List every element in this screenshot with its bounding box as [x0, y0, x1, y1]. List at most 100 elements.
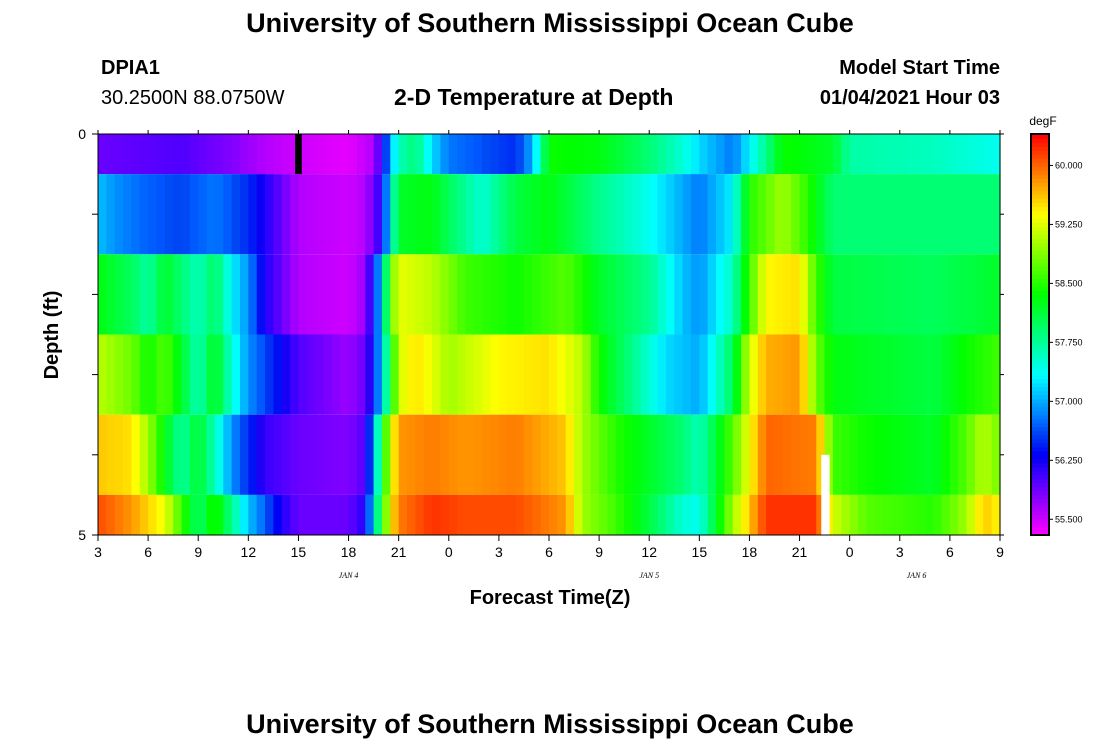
colorbar-segment: [1031, 246, 1049, 251]
heatmap-cell: [432, 494, 442, 535]
heatmap-cell: [164, 334, 174, 415]
heatmap-cell: [407, 254, 416, 335]
colorbar-segment: [1031, 402, 1049, 408]
colorbar-segment: [1031, 310, 1049, 316]
heatmap-cell: [265, 134, 274, 175]
heatmap-cell: [465, 334, 475, 415]
heatmap-cell: [315, 494, 325, 535]
heatmap-cell: [398, 334, 408, 415]
x-tick-label: 3: [896, 544, 904, 560]
colorbar-segment: [1031, 446, 1049, 452]
heatmap-cell: [365, 174, 375, 255]
colorbar-segment: [1031, 498, 1049, 504]
heatmap-cell: [941, 174, 951, 255]
heatmap-cell: [139, 254, 149, 335]
heatmap-cell: [933, 334, 943, 415]
colorbar: 55.500 56.250 57.000 57.750 58.500 59.250 60.0…: [1030, 133, 1083, 536]
heatmap-cell: [665, 334, 675, 415]
heatmap-cell: [849, 334, 859, 415]
heatmap-cell: [189, 254, 199, 335]
heatmap-cell: [239, 174, 249, 255]
y-axis-ticks: 05: [78, 126, 1004, 543]
heatmap-cell: [248, 174, 258, 255]
heatmap-cell: [791, 334, 801, 415]
heatmap-cell: [315, 414, 325, 495]
heatmap-cell: [866, 174, 876, 255]
heatmap-cell: [874, 174, 884, 255]
heatmap-cell: [883, 254, 893, 335]
colorbar-segment: [1031, 506, 1049, 512]
heatmap-cell: [640, 414, 650, 495]
colorbar-segment: [1031, 314, 1049, 320]
heatmap-cell: [899, 254, 909, 335]
heatmap-cell: [858, 334, 867, 415]
heatmap-cell: [757, 414, 767, 495]
heatmap-cell: [816, 174, 826, 255]
heatmap-cell: [457, 414, 467, 495]
heatmap-cell: [841, 414, 851, 495]
heatmap-cell: [774, 494, 784, 535]
heatmap-cell: [649, 254, 659, 335]
heatmap-cell: [181, 174, 191, 255]
heatmap-cell: [983, 414, 993, 495]
heatmap-cell: [991, 334, 1001, 415]
heatmap-cell: [256, 174, 266, 255]
heatmap-cell: [766, 174, 776, 255]
heatmap-cell: [582, 494, 592, 535]
heatmap-cell: [599, 134, 609, 175]
x-tick-label: 15: [291, 544, 307, 560]
heatmap-cell: [949, 414, 959, 495]
heatmap-cell: [490, 414, 500, 495]
heatmap-cell: [407, 174, 416, 255]
heatmap-cell: [590, 134, 600, 175]
colorbar-segment: [1031, 306, 1049, 312]
heatmap-cell: [590, 494, 600, 535]
heatmap-cell: [824, 334, 834, 415]
heatmap-cell: [198, 334, 208, 415]
heatmap-cell: [849, 174, 859, 255]
heatmap-cell: [624, 494, 634, 535]
heatmap-cell: [365, 134, 375, 175]
heatmap-cell: [373, 494, 383, 535]
heatmap-cell: [281, 414, 291, 495]
heatmap-cell: [724, 254, 734, 335]
heatmap-cell: [273, 414, 283, 495]
colorbar-segment: [1031, 414, 1049, 420]
heatmap-cell: [331, 174, 341, 255]
colorbar-segment: [1031, 454, 1049, 460]
heatmap-cell: [457, 254, 467, 335]
heatmap-cell: [365, 254, 375, 335]
heatmap-cell: [874, 254, 884, 335]
heatmap-cell: [690, 254, 700, 335]
heatmap-cell: [958, 254, 968, 335]
heatmap-cell: [298, 414, 308, 495]
heatmap-cell: [265, 334, 274, 415]
heatmap-cell: [298, 254, 308, 335]
heatmap-cell: [841, 334, 851, 415]
colorbar-segment: [1031, 438, 1049, 444]
heatmap-cell: [807, 494, 817, 535]
heatmap-cell: [473, 334, 483, 415]
heatmap-cell: [883, 334, 893, 415]
heatmap-cell: [231, 134, 241, 175]
heatmap-cell: [231, 414, 241, 495]
heatmap-cell: [365, 334, 375, 415]
heatmap-cell: [482, 174, 492, 255]
heatmap-cell: [423, 334, 433, 415]
heatmap-cell: [440, 414, 450, 495]
heatmap-cell: [131, 254, 141, 335]
heatmap-cell: [941, 254, 951, 335]
x-tick-label: 12: [241, 544, 257, 560]
heatmap-cell: [983, 494, 993, 535]
heatmap-cell: [782, 414, 792, 495]
heatmap-cell: [665, 134, 675, 175]
heatmap-cell: [407, 494, 416, 535]
heatmap-cell: [699, 174, 709, 255]
heatmap-cell: [724, 174, 734, 255]
heatmap-cell: [607, 494, 617, 535]
heatmap-cell: [924, 334, 934, 415]
heatmap-cell: [958, 494, 968, 535]
colorbar-segment: [1031, 290, 1049, 295]
heatmap-cell: [674, 174, 684, 255]
colorbar-segment: [1031, 270, 1049, 275]
